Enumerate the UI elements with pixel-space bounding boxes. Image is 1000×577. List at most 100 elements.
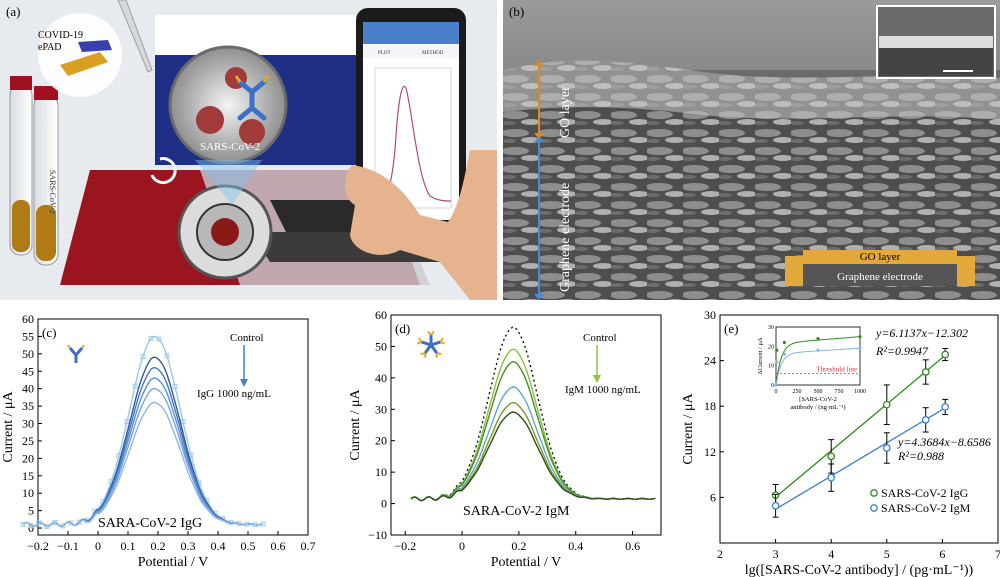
- voltammogram-series-0: [410, 326, 656, 502]
- panel-label: (d): [395, 321, 410, 336]
- x-tick-label: 4: [828, 547, 834, 561]
- inner-title: SARA-CoV-2 IgG: [98, 516, 202, 531]
- data-point-0: [827, 452, 836, 461]
- y-tick-label: 24: [704, 354, 716, 368]
- y-tick-label: 45: [22, 364, 34, 378]
- y-tick-label: 18: [704, 399, 716, 413]
- control-marker: [156, 336, 162, 342]
- sem-image: GO layer Graphene electrode GO layer Gra…: [503, 0, 1000, 300]
- schematic-go-label: GO layer: [860, 251, 901, 263]
- x-tick-label: 2: [717, 547, 723, 561]
- threshold-label: Threshold line: [816, 365, 857, 373]
- x-tick-label: 0.4: [568, 539, 583, 553]
- epad-label: COVID-19: [38, 30, 83, 41]
- inset-igm-point: [774, 383, 778, 387]
- inset-x-tick-label: 750: [835, 389, 844, 395]
- x-axis-label: Potential / V: [138, 555, 209, 570]
- control-marker: [68, 520, 74, 526]
- control-marker: [20, 522, 26, 527]
- inset-x-tick-label: 250: [793, 389, 802, 395]
- y-tick-label: 5: [28, 504, 34, 518]
- annotation-concentration: IgM 1000 ng/mL: [565, 384, 641, 396]
- panel-label: (e): [724, 321, 738, 336]
- x-tick-label: 0.2: [511, 539, 526, 553]
- inset-y-tick-label: 10: [768, 364, 774, 370]
- panel-b-sem: GO layer Graphene electrode GO layer Gra…: [503, 0, 1000, 300]
- x-tick-label: 6: [939, 547, 945, 561]
- control-marker: [28, 523, 34, 528]
- y-tick-label: 50: [375, 339, 387, 353]
- x-tick-label: 0: [95, 539, 101, 553]
- y-tick-label: 60: [22, 312, 34, 326]
- legend-label-0: SARS-CoV-2 IgG: [881, 486, 969, 500]
- x-tick-label: 0.6: [625, 539, 640, 553]
- plot-frame: [719, 314, 999, 544]
- tube-label: SARS-CoV-2: [48, 170, 57, 214]
- inset-x-tick-label: 500: [814, 389, 823, 395]
- data-point-0: [882, 400, 891, 409]
- fit-r2-igg: R²=0.9947: [875, 344, 929, 358]
- data-point-1: [771, 501, 780, 510]
- x-tick-label: −0.1: [57, 539, 79, 553]
- control-marker: [76, 519, 82, 525]
- y-tick-label: 40: [375, 371, 387, 385]
- inset-igm-point: [816, 348, 820, 352]
- chart-e: 2 3 4 5 6 7 6 12 18 24 30 lg([SARS-CoV-2 antibody] …: [681, 308, 1000, 577]
- data-point-0: [941, 350, 950, 359]
- x-tick-label: 0.4: [211, 539, 226, 553]
- phone-tab-plot: PLOT: [378, 51, 391, 56]
- inset-x-label-line1: [SARS-CoV-2: [799, 396, 837, 403]
- inset-igg-point: [782, 340, 786, 345]
- inset-x-tick-label: 0: [775, 389, 778, 395]
- y-tick-label: 15: [22, 469, 34, 483]
- y-tick-label: 30: [22, 417, 34, 431]
- x-tick-label: 7: [995, 547, 1000, 561]
- y-tick-label: 30: [375, 402, 387, 416]
- fit-line-1: [775, 407, 946, 510]
- voltammogram-series-5: [410, 411, 656, 502]
- sample-tube-icon: SARS-CoV-2: [9, 76, 59, 266]
- x-axis-label: Potential / V: [491, 555, 562, 570]
- virus-label: SARS-CoV-2: [200, 141, 260, 153]
- legend-marker-1: [870, 504, 878, 512]
- voltammogram-series-3: [22, 377, 264, 528]
- annotation-concentration: IgG 1000 ng/mL: [197, 388, 271, 400]
- y-tick-label: 25: [22, 434, 34, 448]
- schematic-graphene-label: Graphene electrode: [837, 271, 923, 283]
- fit-equation-igm: y=4.3684x−8.6586: [897, 435, 991, 449]
- inset-frame: [775, 326, 861, 386]
- legend-label-1: SARS-CoV-2 IgM: [881, 501, 971, 515]
- annotation-control: Control: [230, 332, 264, 344]
- igm-antibody-icon: [416, 330, 446, 358]
- x-tick-label: 0.1: [121, 539, 136, 553]
- y-tick-label: 60: [375, 308, 387, 322]
- panel-a-label: (a): [6, 4, 21, 19]
- arrow-head-icon: [240, 379, 248, 387]
- x-tick-label: 5: [884, 547, 890, 561]
- y-tick-label: 10: [22, 486, 34, 500]
- panel-a-illustration: SARS-CoV-2 COVID-19 ePAD SARS-CoV-2 PLOT: [0, 0, 497, 300]
- inset-x-label-line2: antibody / (ng·mL⁻¹): [790, 404, 845, 411]
- graphene-label: Graphene electrode: [558, 183, 573, 292]
- data-point-1: [941, 403, 950, 411]
- y-tick-label: 55: [22, 329, 34, 343]
- inset-igg-point: [858, 335, 862, 339]
- x-tick-label: 0.7: [301, 539, 316, 553]
- x-tick-label: 0.3: [181, 539, 196, 553]
- plot-frame: [390, 314, 662, 536]
- inset-x-tick-label: 1000: [854, 389, 866, 395]
- y-tick-label: 35: [22, 399, 34, 413]
- voltammogram-series-0: [22, 335, 264, 528]
- voltammogram-series-4: [22, 387, 264, 528]
- y-tick-label: 40: [22, 382, 34, 396]
- panel-b-label: (b): [509, 4, 525, 19]
- layer-schematic: GO layer Graphene electrode: [785, 250, 975, 286]
- x-tick-label: −0.2: [27, 539, 49, 553]
- chart-c: −0.2 −0.1 0 0.1 0.2 0.3 0.4 0.5 0.6 0.7 0 5 10 15 20 25…: [1, 312, 316, 570]
- x-tick-label: −0.2: [394, 539, 416, 553]
- epad-sublabel: ePAD: [38, 42, 62, 53]
- plot-frame: [37, 318, 309, 536]
- y-axis-label: Current / μA: [681, 392, 696, 464]
- data-point-1: [827, 473, 836, 482]
- inner-title: SARA-CoV-2 IgM: [463, 504, 570, 519]
